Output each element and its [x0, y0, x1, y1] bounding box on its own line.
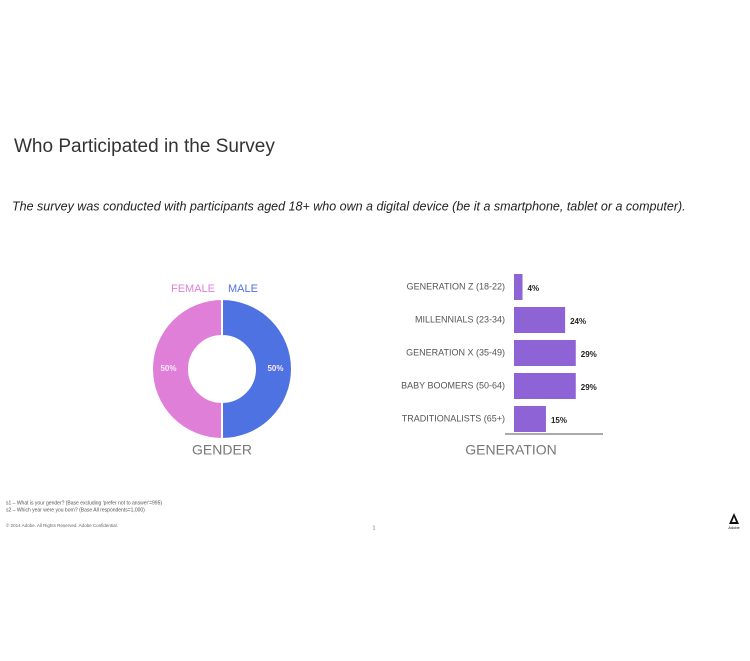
data-label: 15% — [551, 416, 567, 425]
chart-label: GENERATION — [465, 442, 557, 458]
data-label: 50% — [267, 364, 283, 373]
donut-slice — [151, 297, 223, 441]
data-label: 29% — [581, 383, 597, 392]
category-label: BABY BOOMERS (50-64) — [401, 380, 505, 390]
title: Who Participated in the Survey — [14, 136, 275, 157]
category-label: GENERATION X (35-49) — [406, 347, 505, 357]
subtitle: The survey was conducted with participan… — [12, 199, 686, 213]
chart-label: GENDER — [192, 442, 252, 458]
data-label: 50% — [160, 364, 176, 373]
footnote: s1 – What is your gender? (Base excludin… — [6, 500, 162, 506]
page-number: 1 — [373, 525, 376, 531]
legend-label: FEMALE — [171, 283, 215, 295]
footnote: s2 – Which year were you born? (Base All… — [6, 507, 145, 513]
logo-icon — [729, 513, 739, 524]
bar — [514, 373, 576, 399]
category-label: MILLENNIALS (23-34) — [415, 314, 505, 324]
data-label: 24% — [570, 317, 586, 326]
data-label: 4% — [528, 284, 540, 293]
copyright: © 2014 Adobe. All Rights Reserved. Adobe… — [6, 522, 118, 528]
logo-text: Adobe — [728, 525, 740, 530]
donut-slice — [221, 297, 293, 441]
data-label: 29% — [581, 350, 597, 359]
bar — [514, 406, 546, 432]
bar — [514, 274, 523, 300]
bar — [514, 307, 566, 333]
category-label: GENERATION Z (18-22) — [407, 281, 505, 291]
legend-label: MALE — [228, 283, 258, 295]
category-label: TRADITIONALISTS (65+) — [402, 413, 505, 423]
bar — [514, 340, 576, 366]
